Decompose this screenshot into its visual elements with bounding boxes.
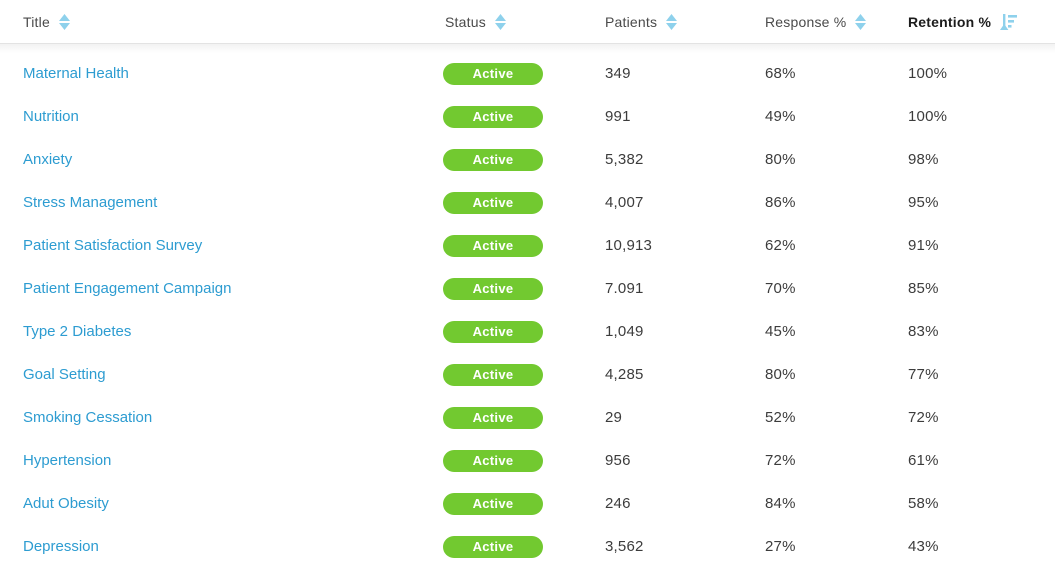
table-row: Hypertension Active 956 72% 61% — [0, 439, 1055, 482]
table-row: Adut Obesity Active 246 84% 58% — [0, 482, 1055, 525]
retention-value: 85% — [908, 280, 939, 297]
retention-value: 43% — [908, 538, 939, 555]
response-value: 86% — [765, 194, 796, 211]
table-row: Maternal Health Active 349 68% 100% — [0, 52, 1055, 95]
column-header-patients-label: Patients — [605, 13, 658, 30]
status-badge: Active — [443, 535, 543, 558]
patients-value: 10,913 — [605, 237, 653, 254]
response-value: 45% — [765, 323, 796, 340]
program-title-link[interactable]: Patient Satisfaction Survey — [23, 236, 203, 254]
table-row: Stress Management Active 4,007 86% 95% — [0, 181, 1055, 224]
column-header-response[interactable]: Response % — [765, 13, 908, 30]
table-row: Anxiety Active 5,382 80% 98% — [0, 138, 1055, 181]
program-title-link[interactable]: Patient Engagement Campaign — [23, 279, 232, 297]
table-row: Smoking Cessation Active 29 52% 72% — [0, 396, 1055, 439]
table-header: Title Status Patients Response % — [0, 0, 1055, 53]
response-value: 84% — [765, 495, 796, 512]
program-title-link[interactable]: Adut Obesity — [23, 494, 109, 512]
status-badge: Active — [443, 105, 543, 128]
retention-value: 100% — [908, 65, 948, 82]
patients-value: 956 — [605, 452, 631, 469]
column-header-retention[interactable]: Retention % — [908, 13, 1055, 31]
column-header-response-label: Response % — [765, 13, 847, 30]
program-title-link[interactable]: Anxiety — [23, 150, 73, 168]
retention-value: 98% — [908, 151, 939, 168]
table-body: Maternal Health Active 349 68% 100% Nutr… — [0, 44, 1055, 568]
patients-value: 349 — [605, 65, 631, 82]
status-badge: Active — [443, 148, 543, 171]
sort-arrows-icon[interactable] — [58, 13, 70, 30]
sort-arrows-icon[interactable] — [855, 13, 867, 30]
program-title-link[interactable]: Nutrition — [23, 107, 79, 125]
column-header-status[interactable]: Status — [443, 13, 605, 30]
sort-descending-icon[interactable] — [1000, 13, 1018, 31]
patients-value: 4,285 — [605, 366, 644, 383]
retention-value: 72% — [908, 409, 939, 426]
patients-value: 1,049 — [605, 323, 644, 340]
sort-arrows-icon[interactable] — [494, 13, 506, 30]
status-badge: Active — [443, 62, 543, 85]
table-row: Nutrition Active 991 49% 100% — [0, 95, 1055, 138]
patients-value: 7.091 — [605, 280, 644, 297]
status-badge: Active — [443, 449, 543, 472]
retention-value: 83% — [908, 323, 939, 340]
retention-value: 58% — [908, 495, 939, 512]
table-row: Type 2 Diabetes Active 1,049 45% 83% — [0, 310, 1055, 353]
status-badge: Active — [443, 406, 543, 429]
patients-value: 4,007 — [605, 194, 644, 211]
patients-value: 3,562 — [605, 538, 644, 555]
column-header-title-label: Title — [23, 13, 50, 30]
status-badge: Active — [443, 277, 543, 300]
table-row: Patient Satisfaction Survey Active 10,91… — [0, 224, 1055, 267]
retention-value: 61% — [908, 452, 939, 469]
response-value: 27% — [765, 538, 796, 555]
program-title-link[interactable]: Type 2 Diabetes — [23, 322, 132, 340]
retention-value: 77% — [908, 366, 939, 383]
response-value: 49% — [765, 108, 796, 125]
status-badge: Active — [443, 234, 543, 257]
status-badge: Active — [443, 492, 543, 515]
patients-value: 246 — [605, 495, 631, 512]
program-title-link[interactable]: Smoking Cessation — [23, 408, 153, 426]
status-badge: Active — [443, 191, 543, 214]
retention-value: 95% — [908, 194, 939, 211]
table-row: Goal Setting Active 4,285 80% 77% — [0, 353, 1055, 396]
column-header-retention-label: Retention % — [908, 13, 992, 30]
sort-arrows-icon[interactable] — [666, 13, 678, 30]
response-value: 68% — [765, 65, 796, 82]
column-header-status-label: Status — [445, 13, 486, 30]
column-header-title[interactable]: Title — [23, 13, 443, 30]
retention-value: 91% — [908, 237, 939, 254]
patients-value: 29 — [605, 409, 623, 426]
program-title-link[interactable]: Hypertension — [23, 451, 112, 469]
response-value: 72% — [765, 452, 796, 469]
table-row: Patient Engagement Campaign Active 7.091… — [0, 267, 1055, 310]
program-title-link[interactable]: Maternal Health — [23, 64, 129, 82]
response-value: 80% — [765, 366, 796, 383]
column-header-patients[interactable]: Patients — [605, 13, 765, 30]
status-badge: Active — [443, 363, 543, 386]
retention-value: 100% — [908, 108, 948, 125]
patients-value: 991 — [605, 108, 631, 125]
program-title-link[interactable]: Depression — [23, 537, 99, 555]
response-value: 62% — [765, 237, 796, 254]
status-badge: Active — [443, 320, 543, 343]
table-row: Depression Active 3,562 27% 43% — [0, 525, 1055, 568]
response-value: 52% — [765, 409, 796, 426]
response-value: 70% — [765, 280, 796, 297]
patients-value: 5,382 — [605, 151, 644, 168]
program-title-link[interactable]: Stress Management — [23, 193, 158, 211]
response-value: 80% — [765, 151, 796, 168]
program-title-link[interactable]: Goal Setting — [23, 365, 106, 383]
